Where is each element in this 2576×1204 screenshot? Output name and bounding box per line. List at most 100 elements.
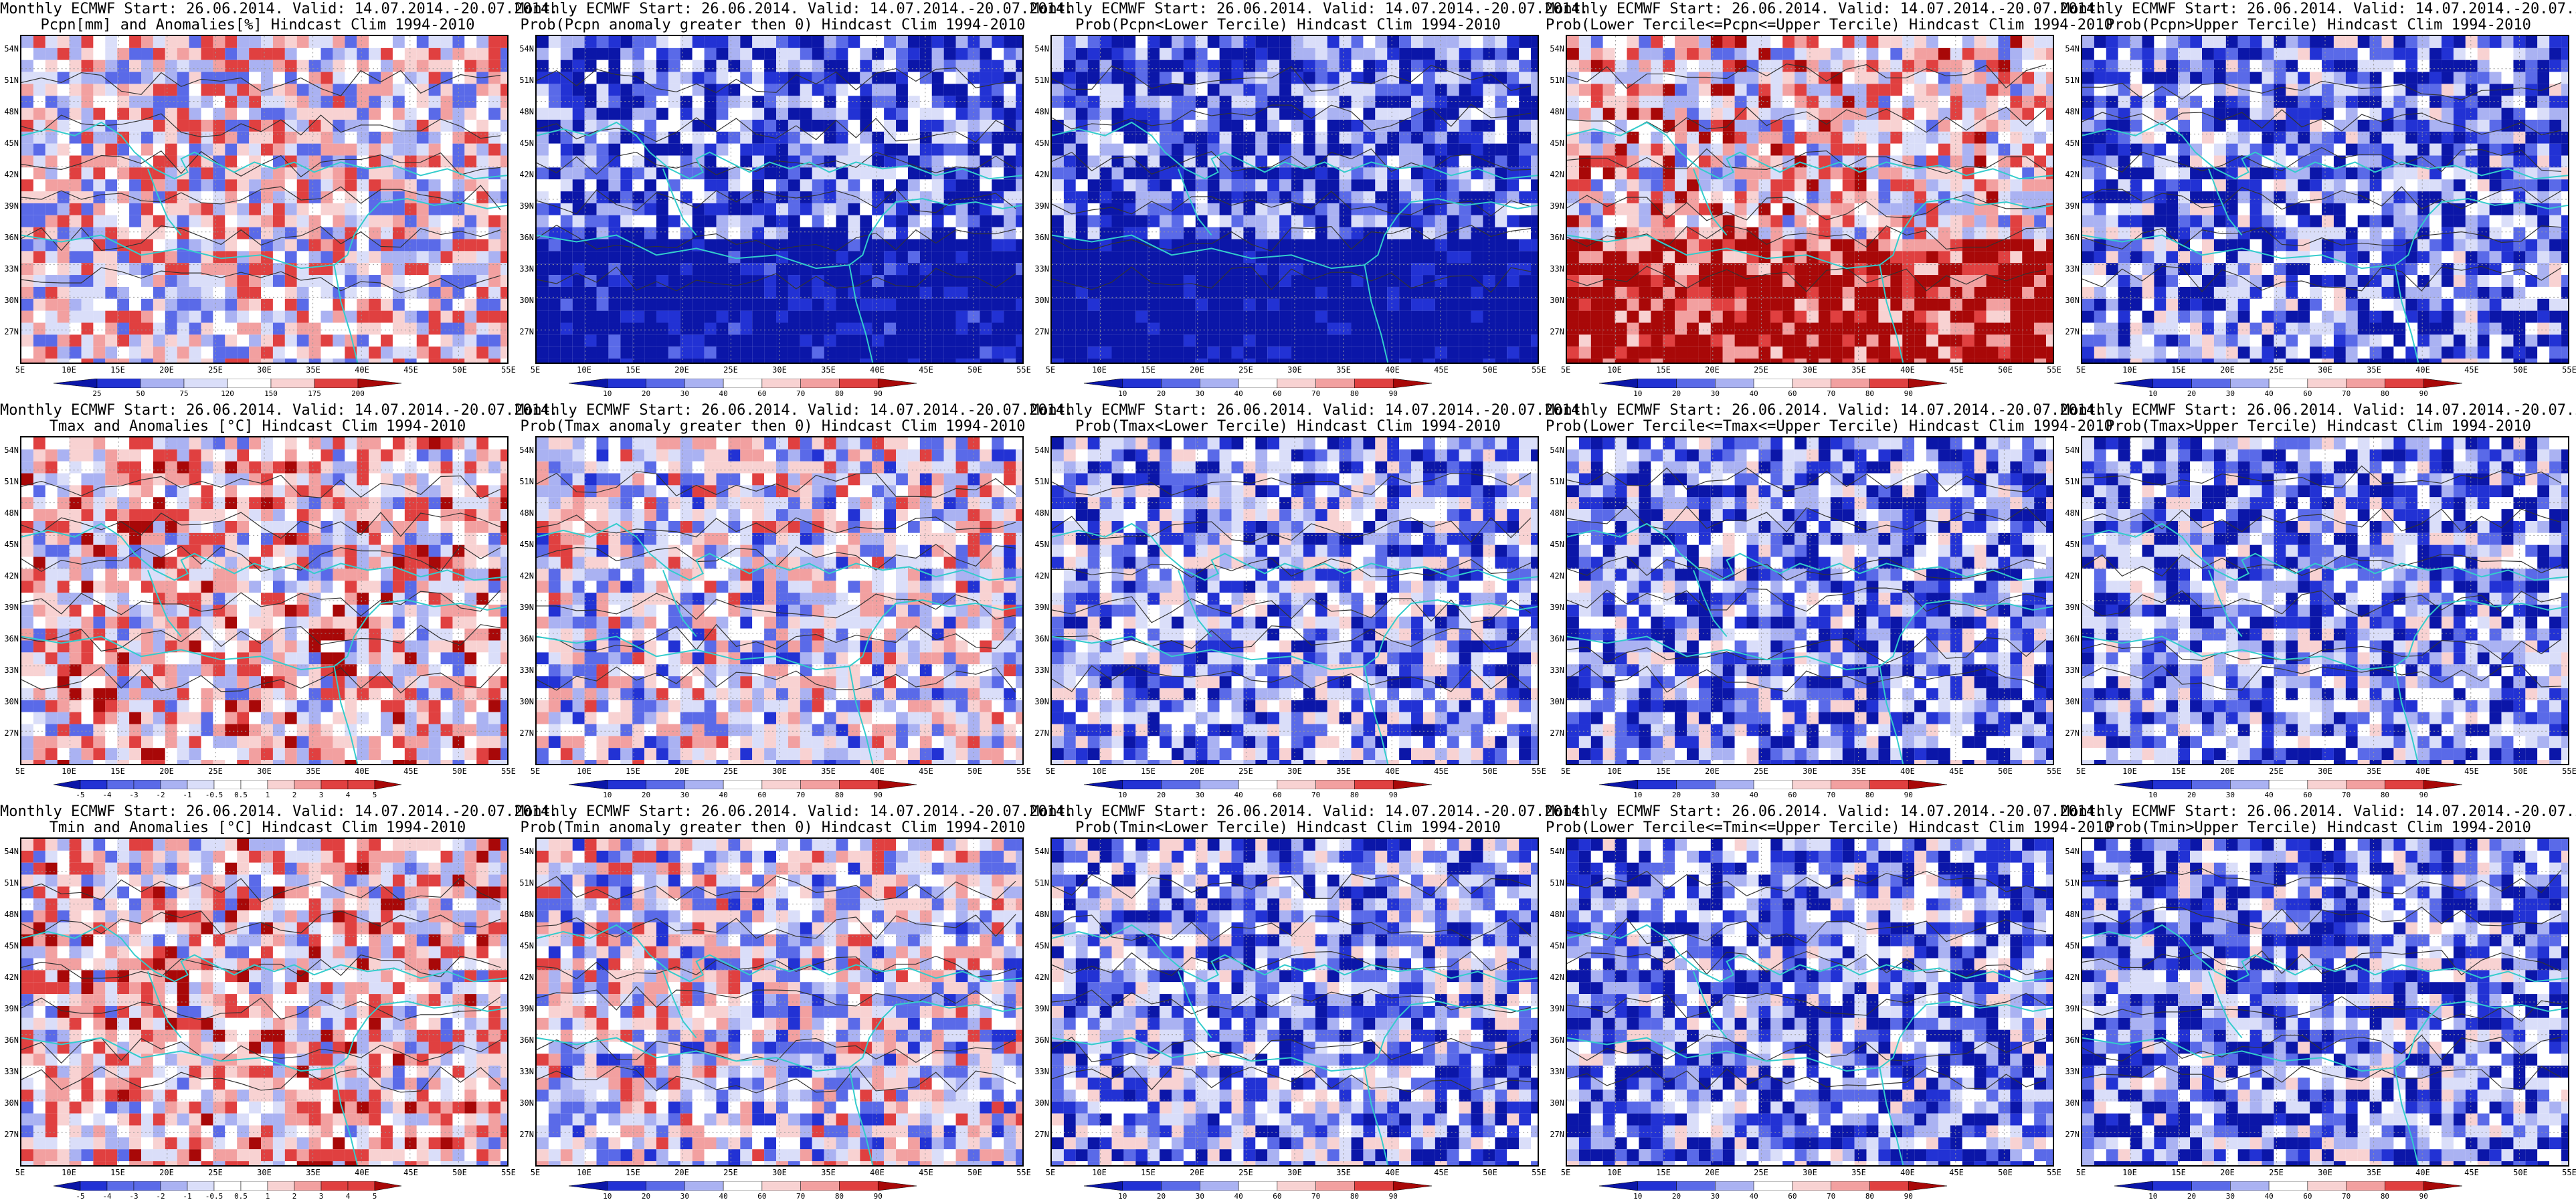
field-cell bbox=[680, 346, 693, 359]
field-cell bbox=[1962, 359, 1974, 363]
field-cell bbox=[153, 47, 165, 60]
field-cell bbox=[1567, 322, 1579, 335]
field-cell bbox=[716, 167, 729, 180]
field-cell bbox=[1243, 131, 1256, 144]
field-cell bbox=[1842, 119, 1855, 132]
field-cell bbox=[1351, 298, 1364, 311]
field-cell bbox=[1315, 334, 1327, 347]
field-cell bbox=[117, 96, 130, 108]
field-cell bbox=[1111, 72, 1124, 84]
field-cell bbox=[392, 298, 405, 311]
field-cell bbox=[1590, 275, 1603, 287]
field-cell bbox=[105, 96, 118, 108]
field-cell bbox=[333, 119, 345, 132]
field-cell bbox=[117, 191, 130, 203]
lon-label: 35E bbox=[821, 365, 836, 375]
field-cell bbox=[2010, 346, 2023, 359]
field-cell bbox=[1950, 108, 1962, 120]
field-cell bbox=[680, 286, 693, 299]
field-cell bbox=[105, 251, 118, 264]
field-cell bbox=[680, 203, 693, 215]
field-cell bbox=[1578, 215, 1591, 227]
field-cell bbox=[1615, 359, 1627, 363]
field-cell bbox=[1207, 131, 1220, 144]
field-cell bbox=[1507, 191, 1520, 203]
field-cell bbox=[1795, 215, 1807, 227]
field-cell bbox=[1782, 239, 1795, 252]
field-cell bbox=[752, 119, 765, 132]
field-cell bbox=[165, 359, 177, 363]
field-cell bbox=[1483, 203, 1495, 215]
contour-line bbox=[537, 67, 1016, 93]
field-cell bbox=[1315, 84, 1327, 96]
field-cell bbox=[1866, 191, 1879, 203]
field-cell bbox=[752, 167, 765, 180]
field-cell bbox=[2549, 60, 2562, 72]
field-cell bbox=[1147, 286, 1160, 299]
field-cell bbox=[1267, 359, 1280, 363]
field-cell bbox=[1698, 96, 1711, 108]
field-cell bbox=[955, 191, 968, 203]
field-cell bbox=[537, 143, 549, 156]
field-cell bbox=[800, 203, 812, 215]
field-cell bbox=[21, 179, 33, 192]
field-cell bbox=[1483, 108, 1495, 120]
field-cell bbox=[129, 275, 142, 287]
field-cell bbox=[1651, 334, 1663, 347]
field-cell bbox=[596, 119, 609, 132]
field-cell bbox=[752, 310, 765, 323]
field-cell bbox=[1854, 143, 1867, 156]
field-cell bbox=[1087, 215, 1100, 227]
field-cell bbox=[2561, 47, 2568, 60]
field-cell bbox=[537, 298, 549, 311]
field-cell bbox=[1195, 334, 1208, 347]
field-cell bbox=[1507, 298, 1520, 311]
field-cell bbox=[1974, 36, 1987, 48]
field-cell bbox=[500, 310, 507, 323]
field-cell bbox=[955, 227, 968, 239]
field-cell bbox=[1734, 275, 1747, 287]
field-cell bbox=[848, 334, 860, 347]
field-cell bbox=[428, 47, 441, 60]
field-cell bbox=[656, 191, 668, 203]
field-cell bbox=[105, 47, 118, 60]
field-cell bbox=[896, 47, 908, 60]
field-cell bbox=[1663, 263, 1675, 276]
field-cell bbox=[2249, 47, 2262, 60]
field-cell bbox=[955, 155, 968, 168]
field-cell bbox=[1016, 167, 1022, 180]
field-cell bbox=[752, 263, 765, 276]
field-cell bbox=[1782, 286, 1795, 299]
field-cell bbox=[1938, 203, 1950, 215]
field-cell bbox=[919, 359, 932, 363]
field-cell bbox=[1854, 108, 1867, 120]
field-cell bbox=[560, 47, 573, 60]
field-cell bbox=[1639, 84, 1651, 96]
field-cell bbox=[381, 359, 393, 363]
field-cell bbox=[381, 298, 393, 311]
field-cell bbox=[1087, 108, 1100, 120]
field-cell bbox=[584, 286, 597, 299]
field-cell bbox=[1675, 359, 1687, 363]
field-cell bbox=[1411, 119, 1423, 132]
field-cell bbox=[943, 167, 956, 180]
field-cell bbox=[1052, 203, 1064, 215]
field-cell bbox=[1422, 251, 1435, 264]
field-cell bbox=[824, 143, 836, 156]
field-cell bbox=[1807, 108, 1819, 120]
field-cell bbox=[69, 191, 82, 203]
field-cell bbox=[1459, 346, 1471, 359]
field-cell bbox=[2010, 96, 2023, 108]
field-cell bbox=[1291, 263, 1303, 276]
field-cell bbox=[1519, 322, 1532, 335]
field-cell bbox=[1854, 263, 1867, 276]
field-cell bbox=[201, 84, 213, 96]
field-cell bbox=[1770, 215, 1783, 227]
field-cell bbox=[1075, 60, 1088, 72]
field-cell bbox=[1578, 143, 1591, 156]
field-cell bbox=[1291, 286, 1303, 299]
lon-label: 40E bbox=[870, 365, 885, 375]
field-cell bbox=[1807, 96, 1819, 108]
field-cell bbox=[1687, 263, 1699, 276]
field-cell bbox=[93, 322, 106, 335]
